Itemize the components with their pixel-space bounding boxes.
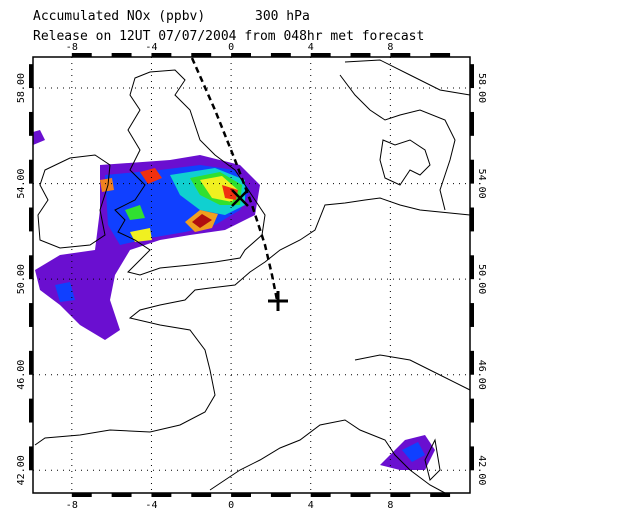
coast-scandinavia [339, 59, 471, 211]
lon-tick-label: 8 [387, 42, 393, 53]
scale-bar [151, 493, 172, 497]
scale-bar [470, 303, 474, 327]
scale-bar [470, 255, 474, 280]
lon-tick-label: -4 [145, 500, 157, 511]
plume-yellow [130, 228, 152, 242]
plume-green [125, 205, 145, 220]
scale-bar [191, 53, 212, 57]
lon-tick-label: 0 [228, 42, 234, 53]
scale-bar [470, 207, 474, 232]
lat-tick-label: 58.00 [476, 73, 487, 103]
scale-bar [191, 493, 212, 497]
scale-bar [430, 53, 451, 57]
scale-bar [270, 493, 291, 497]
lat-tick-label: 46.00 [16, 360, 27, 390]
lat-tick-label: 42.00 [16, 455, 27, 485]
lon-tick-label: -8 [66, 500, 78, 511]
scale-bar [470, 64, 474, 89]
plume-blue [55, 282, 75, 302]
scale-bar [470, 159, 474, 184]
plume-red [140, 168, 162, 184]
trajectory-marker [231, 189, 249, 207]
lat-tick-label: 46.00 [476, 360, 487, 390]
coast-britain [114, 69, 266, 276]
scale-bar [430, 493, 451, 497]
release-marker [268, 291, 288, 311]
scale-bar [270, 53, 291, 57]
coast-continent [34, 197, 471, 446]
scale-bar [470, 446, 474, 471]
lon-tick-label: 8 [387, 500, 393, 511]
coast-south [209, 354, 471, 494]
plume-dark-red [192, 214, 212, 228]
level: 300 hPa [255, 9, 310, 24]
lon-tick-label: -8 [66, 42, 78, 53]
scale-bar [29, 207, 33, 232]
coastlines [34, 59, 471, 494]
lon-tick-label: -4 [145, 42, 157, 53]
scale-bar [29, 398, 33, 423]
scale-bar [470, 398, 474, 423]
lat-tick-label: 50.00 [16, 264, 27, 294]
scale-bar [71, 493, 92, 497]
coast-ireland [37, 154, 111, 249]
title: Accumulated NOx (ppbv) [33, 9, 205, 24]
scale-bar [29, 159, 33, 184]
scale-bar [111, 493, 132, 497]
scale-bar [390, 53, 411, 57]
scale-bar [350, 493, 371, 497]
scale-bar [151, 53, 172, 57]
scale-bar [470, 350, 474, 375]
scale-bar [310, 493, 331, 497]
lon-tick-label: 0 [228, 500, 234, 511]
scale-bar [111, 53, 132, 57]
plume-orange [100, 178, 114, 192]
plume-purple [33, 130, 45, 145]
plume [33, 130, 435, 470]
lat-tick-label: 58.00 [16, 73, 27, 103]
lat-tick-label: 42.00 [476, 455, 487, 485]
scale-bar [29, 111, 33, 136]
plume-red [222, 185, 238, 200]
release-info: Release on 12UT 07/07/2004 from 048hr me… [33, 29, 424, 44]
scale-bar [231, 53, 252, 57]
lon-tick-label: 4 [308, 500, 314, 511]
scale-bar [29, 64, 33, 89]
plume-blue [402, 442, 425, 462]
scale-bar [29, 446, 33, 471]
scale-bar [231, 493, 252, 497]
scale-bar [29, 350, 33, 375]
scale-bar [470, 111, 474, 136]
lon-tick-label: 4 [308, 42, 314, 53]
trajectory [190, 57, 279, 301]
scale-bar [310, 53, 331, 57]
lat-tick-label: 54.00 [476, 169, 487, 199]
scale-bar [71, 53, 92, 57]
scale-bar [350, 53, 371, 57]
scale-bar [29, 303, 33, 327]
lat-tick-label: 54.00 [16, 169, 27, 199]
scale-bar [390, 493, 411, 497]
scale-bar [29, 255, 33, 280]
lat-tick-label: 50.00 [476, 264, 487, 294]
